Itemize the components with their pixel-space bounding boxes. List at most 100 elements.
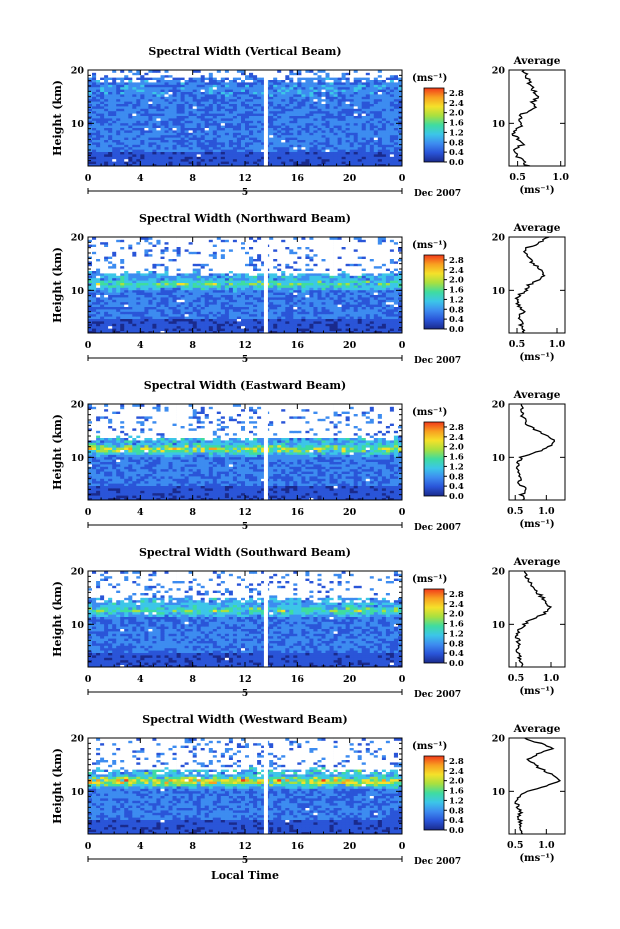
heatmap-cell: [253, 130, 258, 133]
heatmap-cell: [325, 103, 330, 107]
heatmap-cell: [293, 316, 298, 319]
heatmap-cell: [398, 163, 403, 167]
heatmap-cell: [393, 130, 399, 133]
heatmap-cell: [313, 289, 318, 293]
heatmap-cell: [245, 154, 250, 157]
heatmap-cell: [132, 323, 137, 327]
heatmap-cell: [160, 106, 165, 109]
heatmap-cell: [100, 132, 105, 136]
heatmap-cell: [172, 98, 177, 102]
heatmap-cell: [100, 154, 105, 157]
heatmap-cell: [132, 287, 137, 291]
heatmap-cell: [313, 161, 318, 164]
heatmap-cell: [257, 321, 262, 324]
heatmap-cell: [232, 149, 238, 152]
heatmap-cell: [369, 323, 375, 327]
heatmap-cell: [188, 318, 193, 322]
heatmap-cell: [349, 321, 355, 324]
heatmap-cell: [253, 110, 258, 114]
heatmap-cell: [373, 84, 379, 88]
heatmap-cell: [144, 91, 149, 95]
heatmap-cell: [277, 118, 282, 121]
heatmap-cell: [208, 311, 214, 315]
heatmap-cell: [398, 130, 403, 133]
heatmap-cell: [220, 285, 226, 288]
heatmap-cell: [277, 149, 282, 152]
heatmap-cell: [116, 134, 121, 138]
heatmap-cell: [281, 309, 286, 312]
heatmap-cell: [88, 134, 93, 138]
heatmap-cell: [398, 82, 403, 85]
heatmap-cell: [232, 280, 238, 283]
heatmap-cell: [321, 103, 326, 107]
heatmap-cell: [192, 113, 198, 116]
heatmap-cell: [184, 120, 189, 124]
heatmap-cell: [176, 72, 181, 76]
heatmap-cell: [116, 79, 121, 83]
heatmap-cell: [200, 86, 206, 90]
heatmap-cell: [317, 122, 322, 126]
heatmap-cell: [140, 277, 145, 281]
heatmap-cell: [297, 108, 302, 112]
heatmap-cell: [398, 96, 403, 100]
heatmap-cell: [337, 316, 342, 319]
heatmap-cell: [321, 280, 326, 283]
heatmap-cell: [164, 84, 169, 88]
heatmap-cell: [297, 330, 302, 334]
heatmap-cell: [208, 113, 214, 116]
heatmap-cell: [249, 74, 254, 78]
heatmap-cell: [196, 72, 202, 76]
heatmap-cell: [377, 127, 383, 131]
heatmap-cell: [365, 156, 371, 160]
heatmap-cell: [241, 323, 246, 327]
heatmap-cell: [337, 98, 342, 102]
heatmap-cell: [192, 96, 198, 100]
heatmap-cell: [184, 328, 189, 331]
heatmap-cell: [273, 89, 278, 92]
heatmap-cell: [128, 282, 133, 286]
heatmap-cell: [385, 280, 391, 283]
heatmap-cell: [333, 72, 338, 76]
heatmap-cell: [148, 106, 153, 109]
heatmap-cell: [269, 103, 274, 107]
heatmap-cell: [168, 103, 173, 107]
heatmap-cell: [124, 292, 129, 295]
heatmap-cell: [269, 89, 274, 92]
heatmap-cell: [108, 304, 113, 307]
heatmap-cell: [160, 318, 165, 322]
heatmap-cell: [345, 309, 350, 312]
heatmap-cell: [192, 127, 198, 131]
heatmap-cell: [100, 146, 105, 150]
heatmap-cell: [389, 101, 395, 104]
heatmap-cell: [216, 144, 222, 148]
heatmap-cell: [353, 309, 359, 312]
heatmap-cell: [253, 139, 258, 143]
heatmap-cell: [232, 156, 238, 160]
heatmap-cell: [389, 321, 395, 324]
heatmap-cell: [337, 289, 342, 293]
heatmap-cell: [389, 108, 395, 112]
heatmap-cell: [152, 154, 157, 157]
heatmap-cell: [224, 108, 230, 112]
heatmap-cell: [232, 292, 238, 295]
heatmap-cell: [128, 321, 133, 324]
heatmap-cell: [220, 139, 226, 143]
heatmap-cell: [269, 321, 274, 324]
heatmap-cell: [333, 285, 338, 288]
heatmap-cell: [365, 294, 371, 298]
heatmap-cell: [398, 74, 403, 78]
heatmap-cell: [341, 294, 346, 298]
heatmap-cell: [104, 289, 109, 293]
heatmap-cell: [365, 125, 371, 128]
heatmap-cell: [337, 79, 342, 83]
heatmap-cell: [204, 287, 210, 291]
heatmap-cell: [269, 98, 274, 102]
heatmap-cell: [305, 299, 310, 303]
colorbar-tick-label: 2.4: [449, 99, 464, 109]
heatmap-cell: [305, 321, 310, 324]
heatmap-cell: [361, 154, 367, 157]
heatmap-cell: [192, 304, 198, 307]
heatmap-cell: [204, 149, 210, 152]
heatmap-cell: [249, 142, 254, 145]
heatmap-cell: [273, 77, 278, 80]
